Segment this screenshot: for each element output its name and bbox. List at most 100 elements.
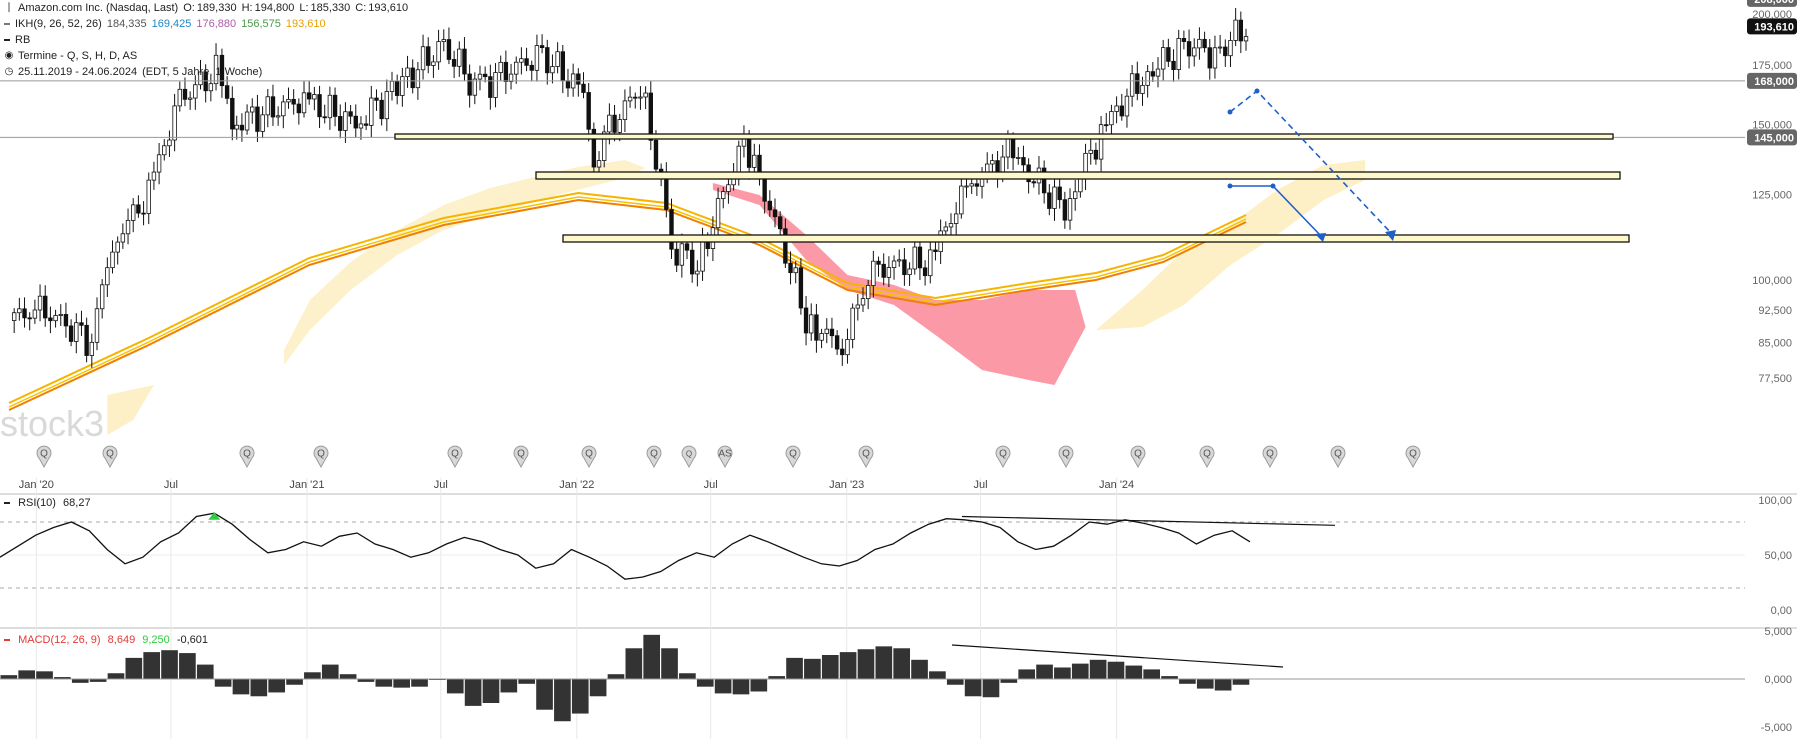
candle-body [446, 39, 452, 60]
candle-body [384, 91, 390, 120]
price-level-badge [1747, 18, 1797, 35]
candle-body [746, 135, 752, 168]
candle-body [255, 106, 260, 132]
candle-body [441, 39, 446, 43]
price-level-badge [1747, 0, 1797, 7]
candle-body [669, 209, 674, 250]
ichimoku-cloud-bullish [107, 385, 154, 435]
candle-body [959, 185, 964, 215]
candle-body [27, 317, 32, 320]
event-marker-shape [1130, 445, 1146, 469]
event-marker-label: Q [650, 449, 658, 460]
rsi-legend: RSI(10) 68,27 [4, 497, 91, 509]
candle-body [1202, 38, 1207, 49]
candle-body [156, 154, 162, 173]
candle-body [379, 99, 384, 120]
candle-body [265, 96, 270, 116]
macd-histogram-bar [786, 657, 803, 679]
legend-termine-row: ◉ Termine - Q, S, H, D, AS [4, 48, 408, 64]
event-marker-pin: Q [447, 445, 463, 469]
event-marker-shape [581, 445, 597, 469]
macd-histogram-bar [1054, 667, 1071, 679]
candle-body [524, 58, 529, 66]
candle-body [37, 295, 43, 311]
candle-body [803, 307, 809, 334]
ohlc-high-value: 194,800 [254, 2, 295, 14]
price-axis-tick: 125,000 [1752, 189, 1792, 201]
macd-histogram-bar [304, 672, 321, 679]
candle-body [1047, 192, 1052, 209]
event-marker-pin: Q [36, 445, 52, 469]
event-marker-label: Q [1334, 449, 1342, 460]
candle-body [167, 139, 172, 147]
candle-body [627, 96, 633, 102]
macd-histogram-bar [661, 648, 678, 679]
candle-body [917, 246, 923, 269]
macd-histogram-bar [857, 649, 875, 679]
rsi-axis-tick: 0,00 [1771, 605, 1792, 617]
chart-legend: ∣ Amazon.com Inc. (Nasdaq, Last) O: 189,… [4, 0, 408, 80]
macd-histogram-bar [1000, 679, 1018, 683]
macd-histogram-bar [179, 653, 196, 679]
candle-body [1233, 19, 1238, 41]
macd-histogram-bar [679, 673, 696, 679]
candle-body [296, 103, 302, 114]
candle-body [338, 116, 343, 131]
ikh-value-1: 184,335 [106, 18, 147, 30]
candle-body [234, 124, 239, 130]
candle-body [1160, 47, 1166, 70]
candle-body [674, 248, 679, 266]
event-marker-pin: Q [1199, 445, 1215, 469]
candle-body [933, 249, 938, 253]
candle-body [301, 92, 307, 114]
candle-body [1031, 181, 1036, 184]
candle-body [74, 322, 79, 342]
candle-body [736, 145, 741, 175]
event-marker-shape [1262, 445, 1278, 469]
event-marker-shape [1199, 445, 1215, 469]
candle-body [162, 145, 167, 156]
candle-body [539, 45, 545, 48]
candle-body [653, 139, 659, 170]
candle-body [679, 243, 685, 266]
macd-histogram-bar [1089, 659, 1107, 679]
candle-body [68, 325, 74, 342]
candle-body [353, 115, 358, 129]
event-marker-shape [681, 445, 697, 469]
macd-histogram-bar [18, 670, 36, 679]
macd-histogram-bar [1018, 669, 1036, 679]
candle-body [291, 98, 296, 105]
time-axis-label: Jan '21 [289, 479, 324, 491]
event-marker-pin: AS [717, 445, 733, 469]
candle-body [1119, 105, 1124, 117]
event-marker-shape [785, 445, 801, 469]
price-axis-tick: 92,500 [1758, 305, 1792, 317]
candle-body [809, 314, 814, 334]
target-icon: ◉ [4, 50, 14, 61]
candle-body [907, 268, 912, 276]
macd-histogram-bar [714, 679, 732, 694]
ohlc-open-label: O: [183, 2, 195, 14]
candle-body [1186, 41, 1192, 57]
candle-body [508, 73, 514, 82]
macd-histogram-bar [1107, 661, 1125, 679]
termine-label: Termine - Q, S, H, D, AS [18, 50, 138, 62]
event-marker-label: Q [451, 449, 459, 460]
event-marker-pin: Q [1405, 445, 1421, 469]
candle-body [457, 48, 462, 67]
candle-body [1171, 60, 1176, 71]
candle-body [120, 233, 126, 243]
candle-body [1078, 178, 1083, 193]
macd-histogram-bar [875, 646, 893, 679]
candle-body [948, 223, 954, 228]
candle-body [922, 267, 928, 277]
candle-body [912, 246, 917, 270]
rsi-axis-tick: 100,00 [1758, 495, 1792, 507]
event-marker-label: Q [517, 449, 525, 460]
event-marker-shape [646, 445, 662, 469]
candle-body [788, 262, 793, 274]
event-marker-label: AS [718, 449, 732, 460]
candle-body [94, 308, 100, 343]
candle-body [1181, 38, 1187, 42]
